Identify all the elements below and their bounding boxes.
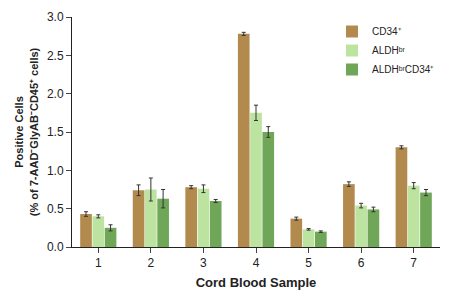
svg-text:2.5: 2.5 xyxy=(47,49,64,63)
svg-text:7: 7 xyxy=(410,256,417,270)
svg-text:2: 2 xyxy=(148,256,155,270)
svg-text:6: 6 xyxy=(358,256,365,270)
svg-text:Positive Cells(% of 7-AAD⁻GlyA: Positive Cells(% of 7-AAD⁻GlyAB⁻CD45⁺ ce… xyxy=(13,47,39,216)
svg-text:CD34⁺: CD34⁺ xyxy=(372,26,402,37)
svg-text:3.0: 3.0 xyxy=(47,10,64,24)
svg-text:3: 3 xyxy=(200,256,207,270)
svg-text:1.5: 1.5 xyxy=(47,125,64,139)
svg-text:ALDHᵇʳCD34⁺: ALDHᵇʳCD34⁺ xyxy=(372,64,434,75)
svg-text:0.5: 0.5 xyxy=(47,202,64,216)
svg-text:5: 5 xyxy=(305,256,312,270)
svg-text:Cord Blood Sample: Cord Blood Sample xyxy=(196,275,317,290)
svg-text:0.0: 0.0 xyxy=(47,240,64,254)
svg-text:1: 1 xyxy=(95,256,102,270)
svg-text:2.0: 2.0 xyxy=(47,87,64,101)
svg-text:ALDHᵇʳ: ALDHᵇʳ xyxy=(372,45,405,56)
svg-text:4: 4 xyxy=(253,256,260,270)
svg-text:1.0: 1.0 xyxy=(47,164,64,178)
